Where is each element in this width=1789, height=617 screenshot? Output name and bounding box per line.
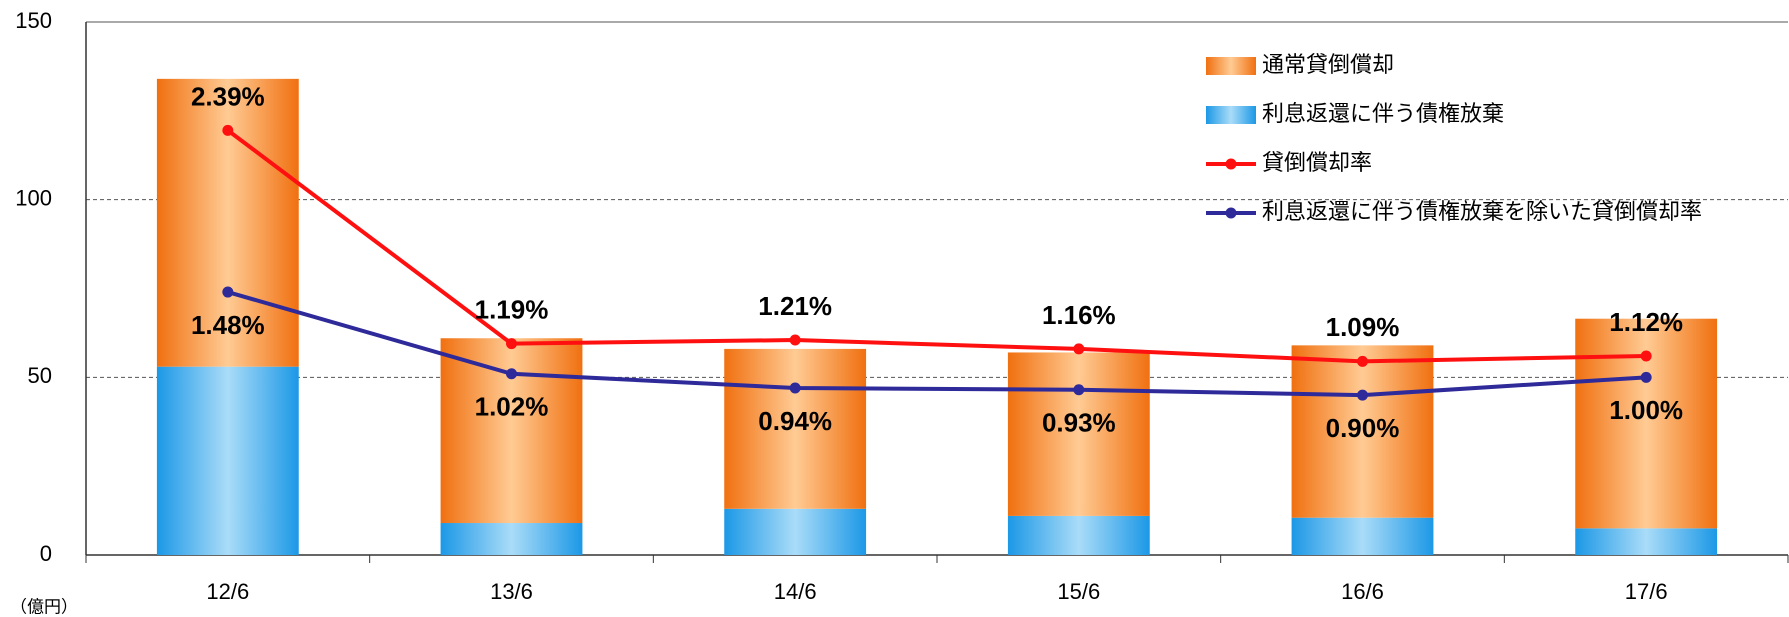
data-label: 1.00% bbox=[1609, 395, 1683, 425]
data-label: 0.93% bbox=[1042, 408, 1116, 438]
legend-label: 通常貸倒償却 bbox=[1262, 52, 1394, 77]
point bbox=[1357, 389, 1368, 401]
data-label: 1.48% bbox=[191, 310, 265, 340]
point bbox=[789, 334, 801, 346]
point bbox=[1073, 343, 1085, 355]
point bbox=[1640, 350, 1652, 362]
point bbox=[1073, 384, 1085, 396]
bar bbox=[724, 348, 867, 509]
bar bbox=[440, 523, 583, 555]
legend-label: 利息返還に伴う債権放棄を除いた貸倒償却率 bbox=[1262, 199, 1702, 224]
y-axis-unit: （億円） bbox=[10, 597, 78, 616]
data-label: 0.94% bbox=[758, 406, 832, 436]
point bbox=[1357, 355, 1368, 367]
point bbox=[1640, 371, 1652, 383]
bar bbox=[1007, 352, 1150, 516]
x-tick-label: 12/6 bbox=[206, 579, 249, 604]
data-label: 1.12% bbox=[1609, 307, 1683, 337]
y-tick-label: 50 bbox=[28, 363, 52, 388]
legend-label: 貸倒償却率 bbox=[1262, 150, 1372, 175]
data-label: 1.02% bbox=[475, 392, 549, 422]
data-label: 1.16% bbox=[1042, 300, 1116, 330]
x-tick-label: 14/6 bbox=[774, 579, 817, 604]
point bbox=[222, 124, 234, 136]
point bbox=[789, 382, 801, 394]
bar bbox=[1007, 515, 1150, 555]
data-label: 1.21% bbox=[758, 291, 832, 321]
y-tick-label: 100 bbox=[15, 185, 52, 210]
y-tick-label: 150 bbox=[15, 8, 52, 33]
bar bbox=[156, 366, 299, 555]
data-label: 1.19% bbox=[475, 294, 549, 324]
x-tick-label: 13/6 bbox=[490, 579, 533, 604]
legend-swatch bbox=[1206, 106, 1256, 124]
x-tick-label: 17/6 bbox=[1625, 579, 1668, 604]
data-label: 0.90% bbox=[1326, 413, 1400, 443]
bar bbox=[724, 508, 867, 555]
legend-marker bbox=[1225, 158, 1237, 170]
bar bbox=[1575, 528, 1718, 555]
x-tick-label: 15/6 bbox=[1057, 579, 1100, 604]
legend-marker bbox=[1225, 207, 1237, 219]
bar bbox=[440, 338, 583, 524]
x-tick-label: 16/6 bbox=[1341, 579, 1384, 604]
bar bbox=[1291, 517, 1434, 555]
point bbox=[506, 338, 517, 350]
legend-label: 利息返還に伴う債権放棄 bbox=[1262, 101, 1504, 126]
data-label: 2.39% bbox=[191, 81, 265, 111]
y-tick-label: 0 bbox=[40, 541, 52, 566]
point bbox=[222, 286, 234, 298]
point bbox=[506, 368, 517, 380]
bar bbox=[1291, 345, 1434, 518]
line bbox=[226, 128, 1647, 364]
line bbox=[227, 290, 1647, 398]
data-label: 1.09% bbox=[1326, 312, 1400, 342]
legend-swatch bbox=[1206, 57, 1256, 75]
